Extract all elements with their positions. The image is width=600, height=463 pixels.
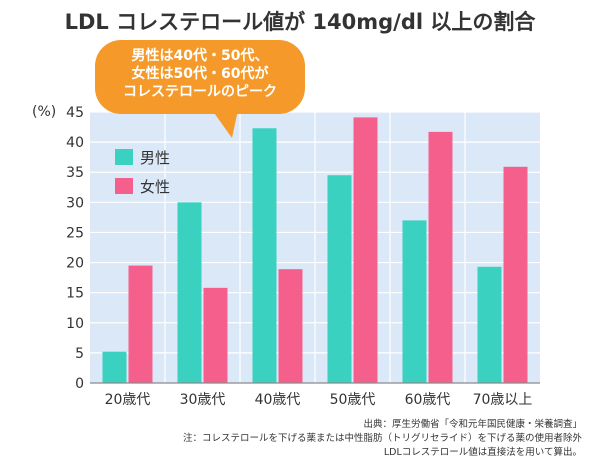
legend-label: 女性 — [140, 178, 170, 196]
bar-male-3 — [327, 175, 352, 383]
bar-male-1 — [177, 202, 202, 383]
legend-label: 男性 — [140, 149, 170, 167]
bar-male-2 — [252, 128, 277, 383]
bar-male-0 — [102, 351, 127, 383]
bars — [102, 117, 528, 384]
y-tick-label: 10 — [66, 316, 84, 332]
bar-male-5 — [477, 266, 502, 383]
y-tick-label: 20 — [66, 256, 84, 272]
bar-male-4 — [402, 220, 427, 383]
chart-title: LDL コレステロール値が 140mg/dl 以上の割合 — [64, 10, 536, 34]
legend-swatch — [115, 149, 133, 165]
bar-female-5 — [503, 166, 528, 383]
callout-body — [95, 40, 305, 114]
note-source: 出典：厚生労働省「令和元年国民健康・栄養調査」 — [363, 419, 582, 430]
x-axis-ticks: 20歳代 30歳代 40歳代 50歳代 60歳代 70歳以上 — [105, 392, 533, 408]
note-method: LDLコレステロール値は直接法を用いて算出。 — [383, 447, 582, 458]
y-axis-unit: (%) — [32, 104, 56, 120]
source-notes: 出典：厚生労働省「令和元年国民健康・栄養調査」 注：コレステロールを下げる薬また… — [183, 418, 582, 460]
y-tick-label: 30 — [66, 195, 84, 211]
note-exclusion: 注：コレステロールを下げる薬または中性脂肪（トリグリセライド）を下げる薬の使用者… — [182, 433, 582, 444]
callout-line: 男性は40代・50代、 — [132, 47, 269, 64]
y-tick-label: 15 — [66, 286, 84, 302]
x-tick-label: 50歳代 — [330, 392, 376, 408]
bar-female-2 — [278, 269, 303, 383]
x-tick-label: 20歳代 — [105, 392, 151, 408]
x-tick-label: 70歳以上 — [473, 392, 533, 408]
x-tick-label: 60歳代 — [405, 392, 451, 408]
y-tick-label: 5 — [75, 346, 84, 362]
y-tick-label: 0 — [75, 376, 84, 392]
callout-line: 女性は50代・60代が — [132, 65, 270, 82]
y-tick-label: 45 — [66, 105, 84, 121]
bar-female-1 — [203, 287, 228, 383]
bar-female-3 — [353, 117, 378, 384]
x-tick-label: 30歳代 — [180, 392, 226, 408]
y-axis-ticks: 0 5 10 15 20 25 30 35 40 45 — [66, 105, 84, 392]
y-tick-label: 40 — [66, 135, 84, 151]
y-tick-label: 25 — [66, 225, 84, 241]
grid-lines — [90, 111, 540, 383]
legend-swatch — [115, 178, 133, 194]
x-tick-label: 40歳代 — [255, 392, 301, 408]
callout-tail — [212, 110, 238, 138]
callout-line: コレステロールのピーク — [123, 84, 277, 100]
bar-female-0 — [128, 265, 153, 383]
y-tick-label: 35 — [66, 165, 84, 181]
bar-female-4 — [428, 131, 453, 383]
